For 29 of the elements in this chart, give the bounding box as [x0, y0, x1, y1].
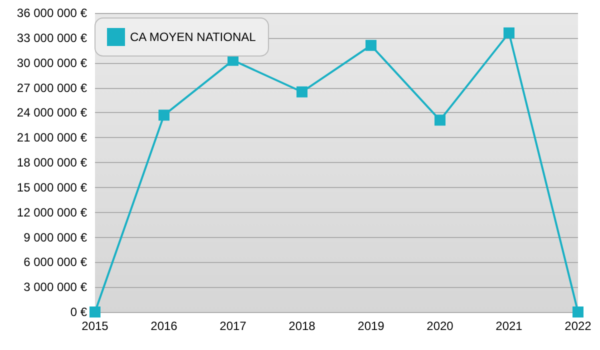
point: [504, 27, 514, 38]
y-tick-label: 15 000 000 €: [16, 180, 88, 194]
y-tick-label: 6 000 000 €: [24, 255, 88, 270]
y-tick-label: 3 000 000 €: [24, 280, 88, 294]
x-tick-label: 2022: [564, 319, 592, 333]
y-tick-label: 0 €: [70, 305, 88, 319]
x-tick-label: 2021: [496, 319, 523, 333]
y-tick-label: 36 000 000 €: [16, 6, 88, 20]
x-tick-label: 2019: [358, 319, 385, 333]
y-tick-label: 24 000 000 €: [16, 106, 88, 120]
y-tick-label: 12 000 000 €: [16, 205, 88, 220]
y-tick-label: 21 000 000 €: [16, 130, 88, 145]
point: [158, 110, 170, 121]
point: [434, 114, 446, 126]
point: [296, 86, 308, 98]
y-tick-label: 27 000 000 €: [16, 80, 88, 95]
x-tick-label: 2015: [82, 319, 109, 333]
x-tick-label: 2020: [426, 319, 454, 333]
point: [366, 40, 376, 51]
x-tick-label: 2016: [150, 319, 178, 333]
y-tick-label: 30 000 000 €: [16, 56, 88, 70]
point: [90, 306, 100, 318]
y-tick-label: 18 000 000 €: [16, 156, 88, 170]
legend-label: CA MOYEN NATIONAL: [130, 30, 256, 44]
x-tick-label: 2017: [220, 319, 247, 333]
x-tick-label: 2018: [288, 319, 316, 333]
point: [572, 306, 584, 318]
y-tick-label: 33 000 000 €: [16, 30, 88, 45]
y-tick-label: 9 000 000 €: [24, 230, 88, 244]
